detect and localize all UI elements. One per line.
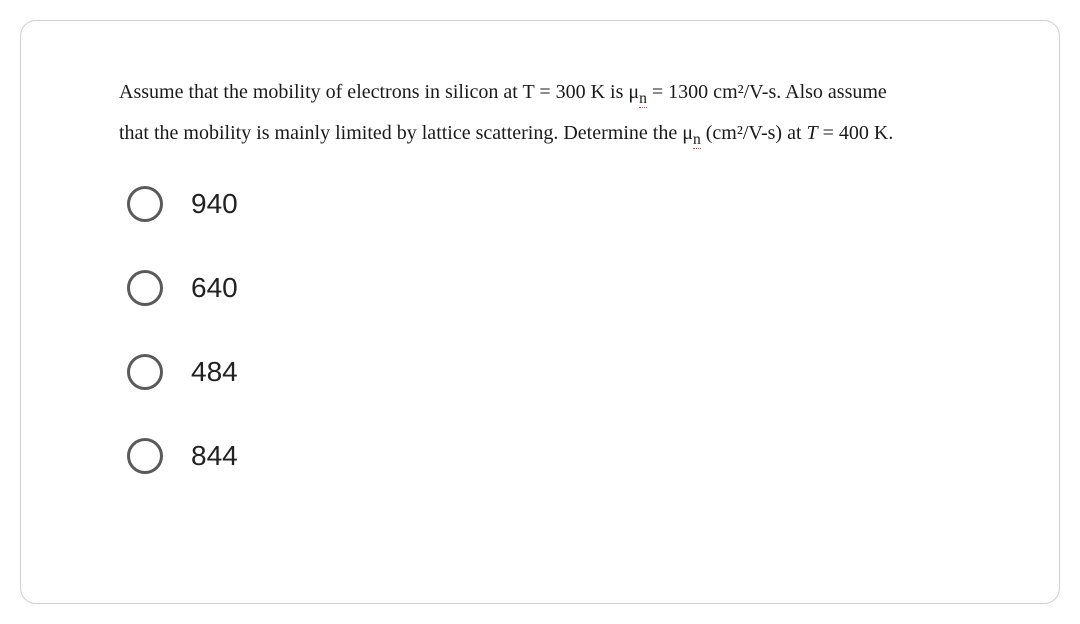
radio-icon [127,354,163,390]
question-text: Assume that the mobility of electrons in… [119,73,961,156]
option-label: 484 [191,356,238,388]
options-list: 940 640 484 844 [119,186,961,474]
q-text-part: = 1300 cm²/V-s. Also assume [647,81,887,103]
option-label: 844 [191,440,238,472]
radio-icon [127,186,163,222]
mu-subscript: n [693,131,701,149]
q-text-part: = 400 K. [818,122,894,144]
mu-symbol: μ [628,81,639,103]
option-0[interactable]: 940 [127,186,961,222]
mu-symbol: μ [682,122,693,144]
T-symbol: T [807,122,818,144]
q-text-part: (cm²/V-s) at [701,122,807,144]
q-text-part: Assume that the mobility of electrons in… [119,81,628,103]
option-2[interactable]: 484 [127,354,961,390]
question-card: Assume that the mobility of electrons in… [20,20,1060,604]
option-label: 640 [191,272,238,304]
radio-icon [127,438,163,474]
option-3[interactable]: 844 [127,438,961,474]
option-label: 940 [191,188,238,220]
option-1[interactable]: 640 [127,270,961,306]
radio-icon [127,270,163,306]
q-text-part: that the mobility is mainly limited by l… [119,122,682,144]
mu-subscript: n [639,90,647,108]
